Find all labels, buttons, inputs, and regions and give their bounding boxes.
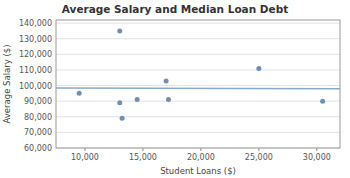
plot-area	[56, 28, 340, 120]
tick-label: 15,000	[129, 153, 157, 162]
tick-label: 130,000	[19, 35, 52, 44]
tick-label: 100,000	[19, 82, 52, 91]
scatter-point	[117, 28, 122, 33]
tick-label: 30,000	[303, 153, 331, 162]
tick-label: 10,000	[71, 153, 99, 162]
plot-frame	[56, 20, 340, 148]
tick-label: 140,000	[19, 19, 52, 28]
grid-line	[56, 132, 340, 133]
scatter-point	[135, 97, 140, 102]
grid-line	[56, 54, 340, 55]
regression-line	[56, 87, 340, 89]
grid-line	[56, 85, 340, 86]
tick-label: 120,000	[19, 50, 52, 59]
grid-line	[56, 23, 340, 24]
title: Average Salary and Median Loan Debt	[62, 3, 288, 15]
tick-label: 25,000	[245, 153, 273, 162]
scatter-point	[77, 91, 82, 96]
scatter-point	[166, 97, 171, 102]
chart: 60,000 70,000 80,000 90,000 100,000 110,000 12…	[0, 0, 350, 178]
grid-line	[56, 101, 340, 102]
scatter-point	[120, 116, 125, 121]
tick-label: 80,000	[24, 113, 52, 122]
scatter-point	[256, 66, 261, 71]
scatter-point	[117, 100, 122, 105]
tick-label: 20,000	[187, 153, 215, 162]
x-axis-label: Student Loans ($)	[160, 166, 236, 176]
tick-label: 60,000	[24, 144, 52, 153]
tick-label: 110,000	[19, 66, 52, 75]
tick-label: 70,000	[24, 128, 52, 137]
y-axis-label: Average Salary ($)	[2, 44, 12, 123]
tick-label: 90,000	[24, 97, 52, 106]
grid-line	[56, 69, 340, 70]
grid-line	[56, 116, 340, 117]
scatter-point	[164, 78, 169, 83]
scatter-point	[320, 99, 325, 104]
grid-line	[56, 38, 340, 39]
